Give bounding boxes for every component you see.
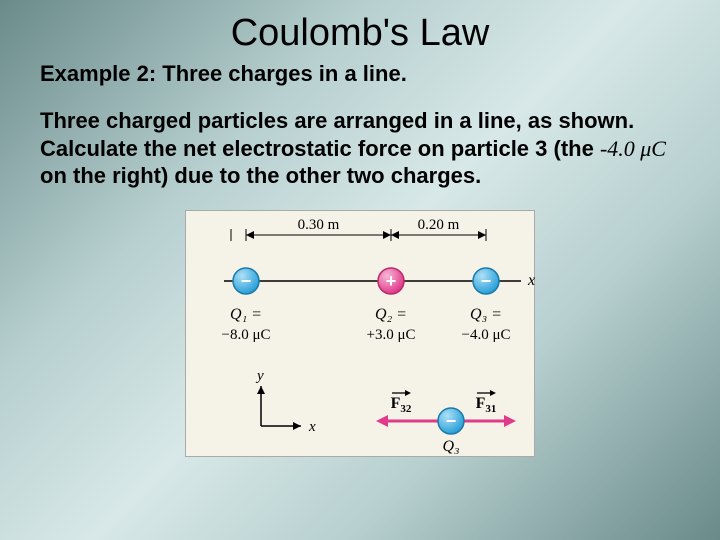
svg-text:−4.0 μC: −4.0 μC [461, 327, 510, 343]
svg-text:F31: F31 [476, 395, 497, 415]
body-part2: on the right) due to the other two charg… [40, 163, 481, 188]
svg-text:Q₂ =: Q₂ = [375, 306, 407, 323]
slide-title: Coulomb's Law [40, 12, 680, 55]
svg-text:−: − [241, 271, 252, 291]
svg-text:Q₃: Q₃ [442, 438, 459, 455]
svg-text:0.30 m: 0.30 m [298, 217, 340, 233]
body-part1: Three charged particles are arranged in … [40, 108, 634, 161]
svg-text:−8.0 μC: −8.0 μC [221, 327, 270, 343]
svg-text:Q₁ =: Q₁ = [230, 306, 262, 323]
svg-text:y: y [255, 368, 264, 384]
svg-text:x: x [527, 272, 535, 289]
svg-text:+: + [386, 271, 397, 291]
svg-text:−: − [481, 271, 492, 291]
charge-value: -4.0 μC [600, 136, 666, 161]
svg-text:+3.0 μC: +3.0 μC [366, 327, 415, 343]
svg-text:Q₃ =: Q₃ = [470, 306, 502, 323]
example-subtitle: Example 2: Three charges in a line. [40, 61, 680, 87]
problem-text: Three charged particles are arranged in … [40, 107, 680, 190]
svg-text:x: x [308, 419, 316, 435]
svg-text:0.20 m: 0.20 m [418, 217, 460, 233]
svg-text:−: − [446, 411, 457, 431]
physics-figure: x 0.30 m 0.20 m − Q₁ = −8.0 μC + Q₂ = +3.0 μC − Q₃… [185, 210, 535, 457]
figure-svg: x 0.30 m 0.20 m − Q₁ = −8.0 μC + Q₂ = +3.0 μC − Q₃… [186, 211, 536, 456]
svg-text:F32: F32 [391, 395, 412, 415]
figure-container: x 0.30 m 0.20 m − Q₁ = −8.0 μC + Q₂ = +3.0 μC − Q₃… [40, 210, 680, 457]
slide: Coulomb's Law Example 2: Three charges i… [0, 0, 720, 457]
